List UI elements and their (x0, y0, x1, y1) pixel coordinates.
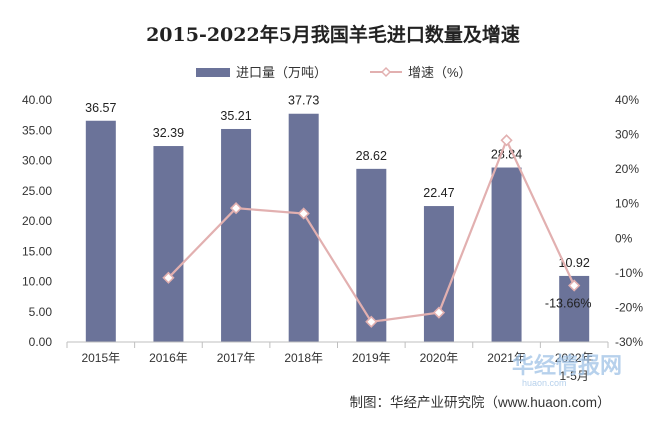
bar-value-label: 28.84 (491, 148, 522, 162)
x-tick-sublabel: 1-5月 (560, 369, 589, 383)
line-point (432, 306, 446, 319)
y-left-tick-label: 25.00 (22, 184, 52, 198)
bar-value-label: 36.57 (85, 101, 116, 115)
y-left-tick-label: 35.00 (22, 123, 52, 137)
line-series: -13.66% (162, 134, 592, 328)
y-right-tick-label: -10% (615, 266, 643, 280)
y-right-tick-label: -30% (615, 335, 643, 349)
legend-swatch-bar (196, 68, 230, 77)
x-tick-label: 2015年 (81, 351, 120, 365)
source-note: 制图：华经产业研究院（www.huaon.com） (349, 395, 610, 410)
bar (85, 120, 116, 343)
x-tick-label: 2016年 (149, 351, 188, 365)
y-left-tick-label: 0.00 (29, 335, 53, 349)
y-left-tick-label: 5.00 (29, 305, 53, 319)
bar-value-label: 28.62 (356, 149, 387, 163)
bar (356, 168, 387, 342)
y-right-tick-label: 0% (615, 231, 633, 245)
y-left-tick-label: 30.00 (22, 154, 52, 168)
bar-value-label: 35.21 (220, 109, 251, 123)
bar (423, 206, 454, 342)
line-value-label: -13.66% (545, 297, 592, 311)
line-point (162, 271, 175, 284)
line-point (568, 279, 581, 292)
x-tick-label: 2020年 (420, 351, 459, 365)
line-point (297, 207, 310, 220)
chart-title: 2015-2022年5月我国羊毛进口数量及增速 (146, 23, 520, 46)
legend-label-line: 增速（%） (408, 65, 472, 80)
y-right-tick-label: 20% (615, 162, 639, 176)
y-left-tick-label: 10.00 (22, 275, 52, 289)
y-right-tick-label: 10% (615, 197, 639, 211)
line-point (229, 202, 243, 215)
x-axis: 2015年 2016年 2017年 2018年 2019年 2020年 2021年 2022年… (66, 341, 609, 383)
legend-label-bar: 进口量（万吨） (236, 65, 327, 80)
y-right-tick-label: 30% (615, 128, 639, 142)
watermark-subtext: huaon.com (522, 378, 567, 388)
watermark-text: 华经情报网 (512, 353, 622, 378)
y-axis-left: 0.00 5.00 10.00 15.00 20.00 25.00 30.00 35.00 40… (22, 93, 52, 349)
y-left-tick-label: 40.00 (22, 93, 52, 107)
bar (221, 128, 252, 342)
legend-marker-line (380, 66, 392, 78)
line-point (500, 134, 513, 147)
x-tick-label: 2018年 (284, 351, 323, 365)
x-tick-label: 2017年 (217, 351, 256, 365)
y-axis-right: -30% -20% -10% 0% 10% 20% 30% 40% (615, 93, 643, 349)
bar (288, 113, 319, 343)
y-left-tick-label: 15.00 (22, 244, 52, 258)
bar-value-label: 37.73 (288, 94, 319, 108)
x-tick-label: 2021年 (487, 351, 526, 365)
y-right-tick-label: 40% (615, 93, 639, 107)
bar-value-label: 32.39 (153, 126, 184, 140)
x-tick-label: 2022年 (555, 351, 594, 365)
legend: 进口量（万吨） 增速（%） (196, 65, 472, 80)
bar-value-label: 22.47 (423, 186, 454, 200)
y-right-tick-label: -20% (615, 300, 643, 314)
x-tick-label: 2019年 (352, 351, 391, 365)
y-left-tick-label: 20.00 (22, 214, 52, 228)
bar (491, 167, 522, 342)
line-point (365, 315, 378, 328)
bar (153, 146, 184, 342)
